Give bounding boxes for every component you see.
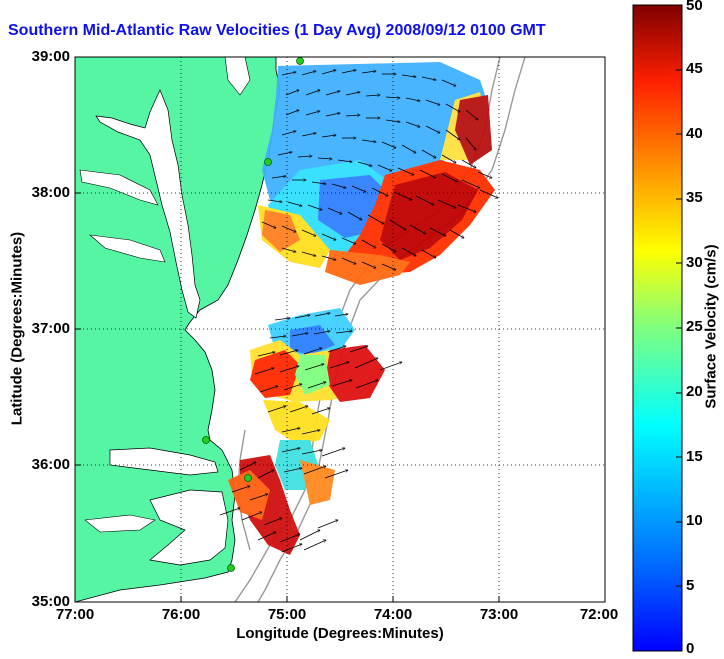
north-region-ne-red [455, 95, 492, 165]
colorbar-tick-label: 35 [686, 189, 703, 206]
south-strip-orange [300, 460, 335, 505]
grid-lines [75, 57, 605, 602]
bay-inlet-west [79, 169, 159, 206]
south-strip-yellow [263, 400, 330, 445]
y-tick-label: 39:00 [31, 48, 70, 65]
station-marker [244, 474, 252, 482]
station-marker [264, 158, 272, 166]
map-title: Southern Mid-Atlantic Raw Velocities (1 … [8, 22, 546, 39]
colorbar-tick-label: 30 [686, 254, 703, 271]
colorbar-tick-label: 10 [686, 512, 703, 529]
velocity-field [228, 62, 495, 555]
station-marker [202, 436, 210, 444]
x-axis-label: Longitude (Degrees:Minutes) [236, 625, 444, 642]
y-tick-label: 38:00 [31, 184, 70, 201]
x-tick-label: 75:00 [267, 606, 307, 623]
bay-inlet-west-2 [89, 234, 166, 263]
station-marker [296, 57, 304, 65]
x-tick-label: 73:00 [479, 606, 519, 623]
colorbar-ticks [676, 4, 682, 587]
y-tick-label: 37:00 [31, 320, 70, 337]
chesapeake-bay [95, 89, 201, 319]
central-region-red-east [325, 345, 385, 402]
north-region-south-orange [325, 250, 410, 285]
x-tick-label: 77:00 [55, 606, 95, 623]
pamlico-sound [149, 489, 229, 566]
colorbar-tick-label: 5 [686, 577, 695, 594]
albemarle-sound [109, 447, 219, 476]
colorbar-tick-label: 0 [686, 640, 695, 657]
y-axis-label: Latitude (Degrees:Minutes) [8, 231, 26, 426]
y-tick-label: 35:00 [31, 593, 70, 610]
station-marker [227, 564, 235, 572]
x-tick-label: 76:00 [161, 606, 201, 623]
colorbar-tick-label: 20 [686, 383, 703, 400]
north-region-orange [262, 210, 300, 252]
x-tick-label: 72:00 [579, 606, 619, 623]
delaware-bay [224, 57, 251, 96]
colorbar-tick-label: 50 [686, 0, 703, 14]
y-tick-label: 36:00 [31, 456, 70, 473]
colorbar-tick-label: 45 [686, 60, 703, 77]
x-tick-label: 74:00 [373, 606, 413, 623]
pamlico-river [84, 514, 156, 533]
colorbar [632, 4, 683, 652]
colorbar-tick-label: 40 [686, 125, 703, 142]
colorbar-label: Surface Velocity (cm/s) [702, 244, 720, 409]
north-region-hotter [380, 172, 478, 260]
colorbar-tick-label: 25 [686, 318, 703, 335]
colorbar-tick-label: 15 [686, 448, 703, 465]
axis-ticks [75, 192, 500, 602]
central-region-red [250, 350, 300, 398]
